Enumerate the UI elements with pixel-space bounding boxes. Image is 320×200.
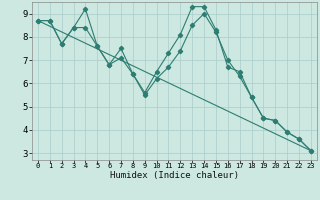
X-axis label: Humidex (Indice chaleur): Humidex (Indice chaleur) xyxy=(110,171,239,180)
